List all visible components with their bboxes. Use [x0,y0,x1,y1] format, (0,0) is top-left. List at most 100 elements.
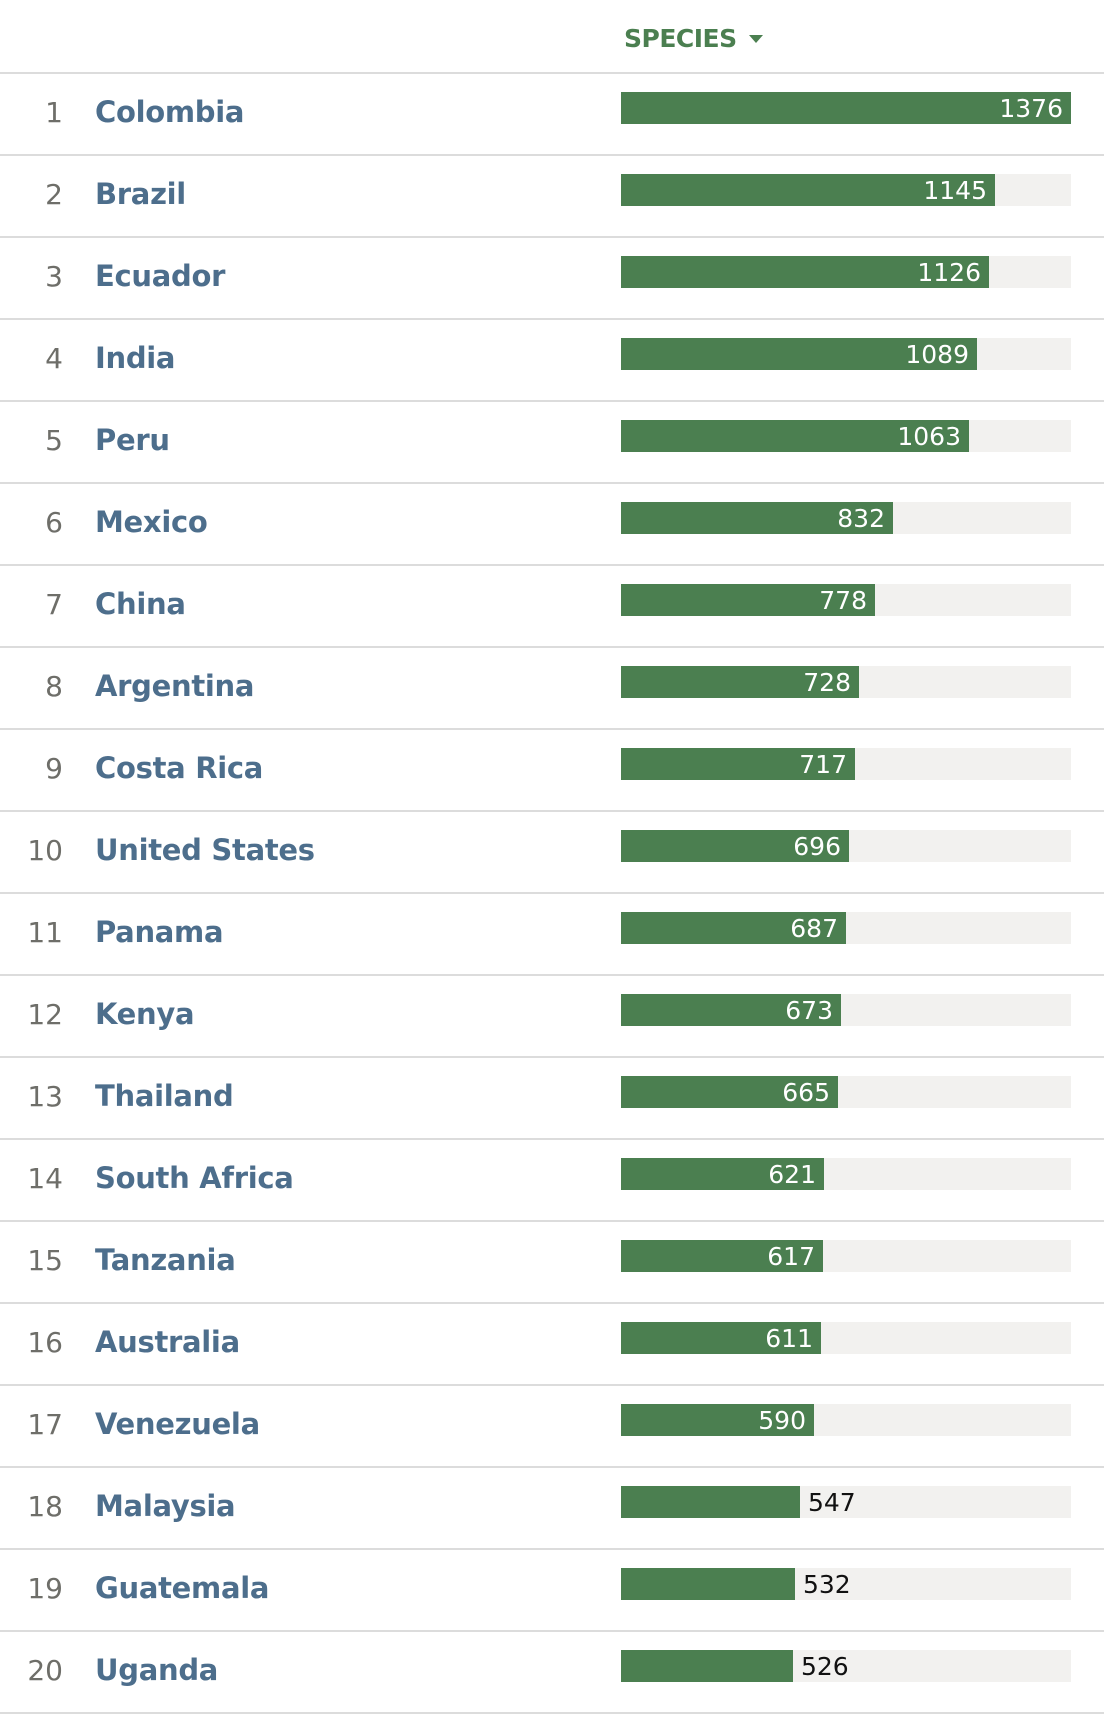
bar-value: 1145 [923,176,987,205]
rank-number: 7 [45,588,63,621]
bar-fill [621,830,849,862]
bar-value: 532 [803,1570,851,1599]
country-link[interactable]: Tanzania [95,1243,236,1277]
bar-fill [621,584,875,616]
bar-value: 665 [782,1078,830,1107]
country-link[interactable]: South Africa [95,1161,294,1195]
table-row: 13 Thailand 665 [0,1058,1104,1140]
country-link[interactable]: Mexico [95,505,208,539]
country-link[interactable]: United States [95,833,315,867]
bar-value: 728 [803,668,851,697]
table-row: 20 Uganda 526 [0,1632,1104,1714]
bar-track: 665 [621,1076,1071,1108]
bar-track: 832 [621,502,1071,534]
rank-number: 3 [45,260,63,293]
bar-track: 778 [621,584,1071,616]
table-row: 5 Peru 1063 [0,402,1104,484]
bar-fill [621,502,893,534]
table-row: 1 Colombia 1376 [0,74,1104,156]
bar-fill [621,1568,795,1600]
bar-value: 547 [808,1488,856,1517]
rank-number: 9 [45,752,63,785]
rank-number: 16 [27,1326,63,1359]
bar-value: 1063 [897,422,961,451]
bar-fill [621,1158,824,1190]
bar-track: 1376 [621,92,1071,124]
bar-track: 1089 [621,338,1071,370]
country-link[interactable]: Costa Rica [95,751,264,785]
bar-fill [621,912,846,944]
bar-track: 1126 [621,256,1071,288]
rank-number: 15 [27,1244,63,1277]
bar-track: 673 [621,994,1071,1026]
country-link[interactable]: China [95,587,186,621]
table-row: 2 Brazil 1145 [0,156,1104,238]
country-link[interactable]: Uganda [95,1653,219,1687]
table-row: 18 Malaysia 547 [0,1468,1104,1550]
bar-fill [621,420,969,452]
bar-track: 687 [621,912,1071,944]
table-row: 4 India 1089 [0,320,1104,402]
table-row: 9 Costa Rica 717 [0,730,1104,812]
country-link[interactable]: Brazil [95,177,186,211]
species-column-sort-button[interactable]: SPECIES [624,24,763,53]
bar-track: 617 [621,1240,1071,1272]
bar-value: 611 [765,1324,813,1353]
rank-number: 5 [45,424,63,457]
country-link[interactable]: Ecuador [95,259,226,293]
bar-track: 1063 [621,420,1071,452]
table-row: 6 Mexico 832 [0,484,1104,566]
bar-fill [621,1076,838,1108]
caret-down-icon [748,34,763,43]
table-row: 3 Ecuador 1126 [0,238,1104,320]
bar-value: 1089 [905,340,969,369]
bar-value: 778 [819,586,867,615]
rank-number: 4 [45,342,63,375]
rank-number: 11 [27,916,63,949]
table-row: 15 Tanzania 617 [0,1222,1104,1304]
table-row: 14 South Africa 621 [0,1140,1104,1222]
bar-value: 696 [793,832,841,861]
bar-track: 621 [621,1158,1071,1190]
bar-fill [621,666,859,698]
table-row: 10 United States 696 [0,812,1104,894]
country-link[interactable]: Australia [95,1325,240,1359]
bar-value: 673 [785,996,833,1025]
rank-number: 6 [45,506,63,539]
country-link[interactable]: India [95,341,176,375]
bar-fill [621,1240,823,1272]
rank-number: 12 [27,998,63,1031]
bar-value: 621 [768,1160,816,1189]
country-link[interactable]: Guatemala [95,1571,270,1605]
bar-value: 832 [837,504,885,533]
bar-track: 1145 [621,174,1071,206]
species-column-label: SPECIES [624,24,737,53]
bar-value: 526 [801,1652,849,1681]
country-link[interactable]: Kenya [95,997,195,1031]
bar-track: 532 [621,1568,1071,1600]
bar-track: 547 [621,1486,1071,1518]
bar-value: 1126 [917,258,981,287]
bar-track: 526 [621,1650,1071,1682]
rank-number: 18 [27,1490,63,1523]
country-link[interactable]: Colombia [95,95,245,129]
table-row: 11 Panama 687 [0,894,1104,976]
country-link[interactable]: Argentina [95,669,255,703]
bar-track: 728 [621,666,1071,698]
rank-number: 20 [27,1654,63,1687]
bar-fill [621,748,855,780]
rank-number: 8 [45,670,63,703]
table-row: 17 Venezuela 590 [0,1386,1104,1468]
ranking-list: 1 Colombia 1376 2 Brazil 1145 3 Ecuador 1126 4 Ind… [0,74,1104,1714]
country-link[interactable]: Thailand [95,1079,234,1113]
country-link[interactable]: Peru [95,423,170,457]
country-link[interactable]: Venezuela [95,1407,260,1441]
country-link[interactable]: Malaysia [95,1489,236,1523]
table-row: 19 Guatemala 532 [0,1550,1104,1632]
bar-track: 611 [621,1322,1071,1354]
table-header: SPECIES [0,0,1104,74]
bar-value: 617 [767,1242,815,1271]
bar-fill [621,1404,814,1436]
country-link[interactable]: Panama [95,915,224,949]
table-row: 7 China 778 [0,566,1104,648]
